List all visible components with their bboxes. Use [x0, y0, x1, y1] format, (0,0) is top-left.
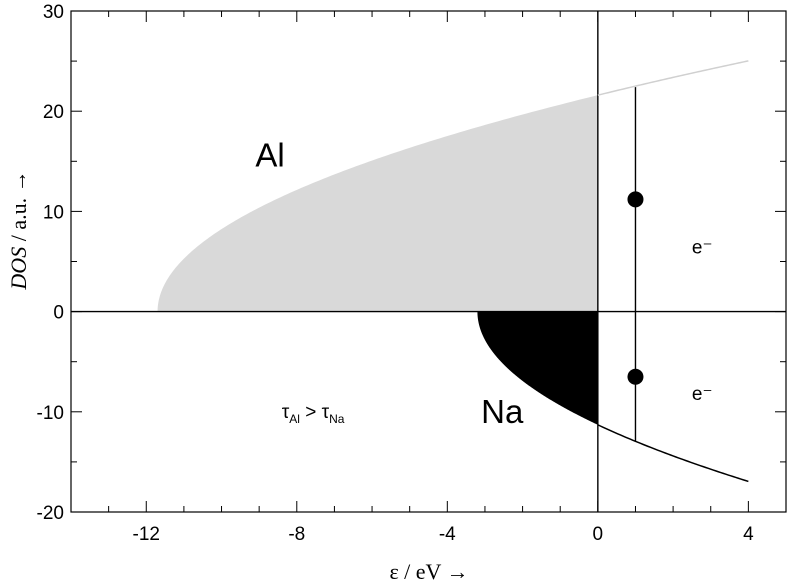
al-dos-curve	[597, 60, 749, 96]
tau-relation-label: τAl > τNa	[282, 402, 345, 426]
y-tick-label: 10	[43, 202, 64, 223]
na-band-label: Na	[481, 393, 524, 430]
electron-dot-lower	[627, 368, 644, 385]
tau-symbol-1: τ	[282, 402, 290, 423]
electron-points	[627, 191, 644, 385]
electron-label-lower: e⁻	[692, 384, 713, 405]
greater-than-sign: >	[300, 402, 322, 423]
x-tick-label: 4	[743, 524, 754, 545]
y-tick-label: 20	[43, 102, 64, 123]
x-axis-label: ε / eV →	[389, 559, 468, 584]
tau-subscript-al: Al	[289, 412, 300, 426]
x-tick-label: -4	[439, 524, 456, 545]
electron-label-upper: e⁻	[692, 237, 713, 258]
x-tick-label: 0	[593, 524, 604, 545]
axis-labels: ε / eV → DOS / a.u. →	[6, 170, 469, 584]
y-axis-label: DOS / a.u. →	[6, 170, 31, 290]
y-axis-label-rest: / a.u. →	[6, 170, 31, 246]
y-axis-label-italic: DOS	[6, 247, 31, 291]
y-tick-label: 30	[43, 2, 64, 23]
dos-curves	[597, 60, 749, 483]
tick-labels: -12 -8 -4 0 4 -20 -10 0 10 20 30	[37, 2, 755, 545]
y-tick-label: -20	[37, 503, 64, 524]
na-dos-curve	[597, 424, 749, 483]
x-tick-label: -12	[133, 524, 160, 545]
annotations: Al Na e⁻ e⁻ τAl > τNa	[255, 136, 712, 430]
tau-symbol-2: τ	[322, 402, 330, 423]
axis-ticks	[70, 10, 787, 513]
band-fills	[157, 95, 598, 425]
tau-subscript-na: Na	[329, 412, 345, 426]
al-band-fill	[157, 95, 598, 312]
y-tick-label: 0	[53, 303, 64, 324]
electron-dot-upper	[627, 191, 644, 208]
al-band-label: Al	[255, 136, 284, 173]
y-tick-label: -10	[37, 403, 64, 424]
x-tick-label: -8	[288, 524, 305, 545]
na-band-fill	[477, 311, 598, 425]
